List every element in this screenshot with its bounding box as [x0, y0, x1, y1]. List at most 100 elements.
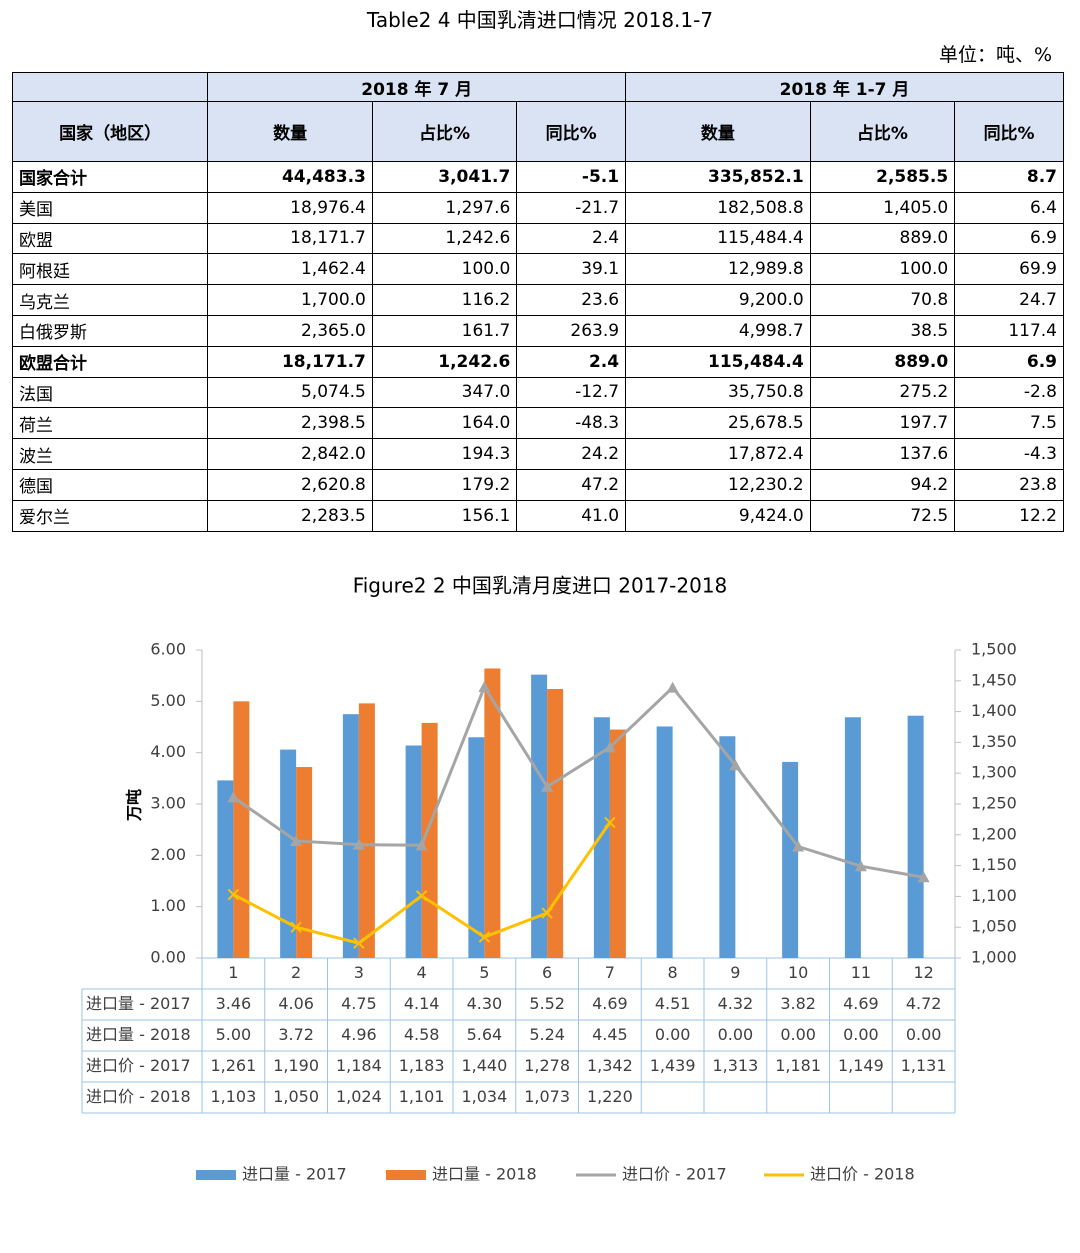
table-cell: 115,484.4: [625, 345, 811, 378]
column-header: 数量: [207, 101, 373, 162]
marker: [415, 839, 428, 851]
table-cell: 7.5: [954, 407, 1064, 440]
table-cell: 24.7: [954, 284, 1064, 316]
table-row: 阿根廷 1,462.4 100.0 39.1 12,989.8 100.0 69.9: [11, 253, 1064, 286]
data-table-cell: 1,278: [524, 1056, 570, 1075]
table-cell: 2,398.5: [207, 407, 373, 440]
data-table-cell: 4.96: [341, 1025, 377, 1044]
y-tick-label: 4.00: [150, 742, 186, 761]
data-table-cell: 1,050: [273, 1087, 319, 1106]
table-cell: 347.0: [371, 376, 518, 409]
table-cell: 爱尔兰: [11, 499, 209, 532]
column-header: 占比%: [809, 101, 956, 162]
table-row: 国家合计 44,483.3 3,041.7 -5.1 335,852.1 2,585.5 8…: [11, 161, 1064, 193]
table-cell: 阿根廷: [11, 253, 209, 286]
marker: [415, 890, 428, 902]
table-cell: 5,074.5: [207, 376, 373, 409]
data-table-cell: 4.30: [467, 994, 503, 1013]
table-cell: 44,483.3: [207, 161, 373, 193]
table-cell: 波兰: [11, 438, 209, 470]
table-cell: 38.5: [809, 314, 956, 347]
table: 2018 年 7 月 2018 年 1-7 月国家（地区） 数量 占比% 同比% 数量 占比…: [11, 72, 1064, 532]
data-table-cell: 1,342: [587, 1056, 633, 1075]
table-cell: 美国: [11, 191, 209, 224]
table-cell: 72.5: [809, 499, 956, 532]
data-table-cell: 4.58: [404, 1025, 440, 1044]
x-tick-label: 3: [354, 963, 364, 982]
data-table-cell: 1,190: [273, 1056, 319, 1075]
bar: [217, 780, 234, 958]
table-cell: 9,200.0: [625, 284, 811, 316]
data-table-cell: 4.32: [718, 994, 754, 1013]
table-cell: 1,297.6: [371, 191, 518, 224]
marker: [729, 759, 742, 771]
table-unit: 单位：吨、%: [938, 44, 1052, 66]
table-cell: 欧盟合计: [11, 345, 209, 378]
table-cell: 182,508.8: [625, 191, 811, 224]
data-table-cell: 5.52: [529, 994, 565, 1013]
chart: Figure2 2 中国乳清月度进口 2017-2018 万吨 0.00 1.00…: [81, 574, 1017, 1184]
table-cell: 47.2: [516, 468, 627, 501]
bar: [296, 767, 313, 958]
y2-tick-label: 1,350: [971, 732, 1017, 751]
bar: [358, 703, 375, 958]
y2-tick-label: 1,000: [971, 948, 1017, 967]
y-axis-label: 万吨: [125, 789, 144, 822]
bar: [547, 689, 564, 958]
legend-label: 进口价 - 2018: [810, 1165, 915, 1184]
table-title: Table2 4 中国乳清进口情况 2018.1-7: [366, 8, 714, 32]
data-table-cell: 0.00: [655, 1025, 691, 1044]
marker: [854, 860, 867, 872]
table-row: 欧盟合计 18,171.7 1,242.6 2.4 115,484.4 889.0 6.9: [11, 345, 1064, 378]
data-table-cell: 1,103: [210, 1087, 256, 1106]
y-tick-label: 1.00: [150, 896, 186, 915]
table-cell: 12,989.8: [625, 253, 811, 286]
table-cell: 1,242.6: [371, 222, 518, 255]
table-cell: 39.1: [516, 253, 627, 286]
table-cell: -5.1: [516, 161, 627, 193]
table-cell: 115,484.4: [625, 222, 811, 255]
marker: [541, 780, 554, 792]
table-row: 法国 5,074.5 347.0 -12.7 35,750.8 275.2 -2.8: [11, 376, 1064, 409]
bar: [484, 668, 501, 958]
data-table-cell: 0.00: [906, 1025, 942, 1044]
marker: [666, 681, 679, 693]
y2-tick-label: 1,450: [971, 670, 1017, 689]
bar: [342, 714, 359, 958]
y2-tick-label: 1,400: [971, 701, 1017, 720]
data-table-row-label: 进口量 - 2017: [86, 994, 191, 1013]
marker: [227, 791, 240, 803]
table-row: 乌克兰 1,700.0 116.2 23.6 9,200.0 70.8 24.7: [11, 284, 1064, 316]
data-table-cell: 1,034: [461, 1087, 507, 1106]
table-cell: 197.7: [809, 407, 956, 440]
data-table-cell: 1,131: [901, 1056, 947, 1075]
table-cell: 70.8: [809, 284, 956, 316]
table-cell: 25,678.5: [625, 407, 811, 440]
table-cell: 3,041.7: [371, 161, 518, 193]
table-cell: 4,998.7: [625, 314, 811, 347]
marker: [792, 840, 805, 852]
bar: [468, 737, 485, 958]
table-cell: 17,872.4: [625, 438, 811, 470]
data-table-cell: 3.72: [278, 1025, 314, 1044]
data-table-cell: 1,261: [210, 1056, 256, 1075]
y-tick-label: 0.00: [150, 948, 186, 967]
table-row: 美国 18,976.4 1,297.6 -21.7 182,508.8 1,405.0 6.…: [11, 191, 1064, 224]
table-cell: 889.0: [809, 345, 956, 378]
bar: [280, 749, 297, 958]
data-table-cell: 5.64: [467, 1025, 503, 1044]
bar: [844, 717, 861, 958]
table-cell: 2,842.0: [207, 438, 373, 470]
x-tick-label: 9: [730, 963, 740, 982]
marker: [604, 816, 616, 829]
data-table-cell: 3.46: [216, 994, 252, 1013]
table-cell: 18,171.7: [207, 222, 373, 255]
y-tick-label: 3.00: [150, 794, 186, 813]
legend-label: 进口量 - 2018: [432, 1165, 537, 1184]
table-cell: 6.9: [954, 345, 1064, 378]
legend-label: 进口价 - 2017: [622, 1165, 727, 1184]
bar: [593, 717, 610, 958]
x-tick-label: 8: [668, 963, 678, 982]
data-table-cell: 4.75: [341, 994, 377, 1013]
